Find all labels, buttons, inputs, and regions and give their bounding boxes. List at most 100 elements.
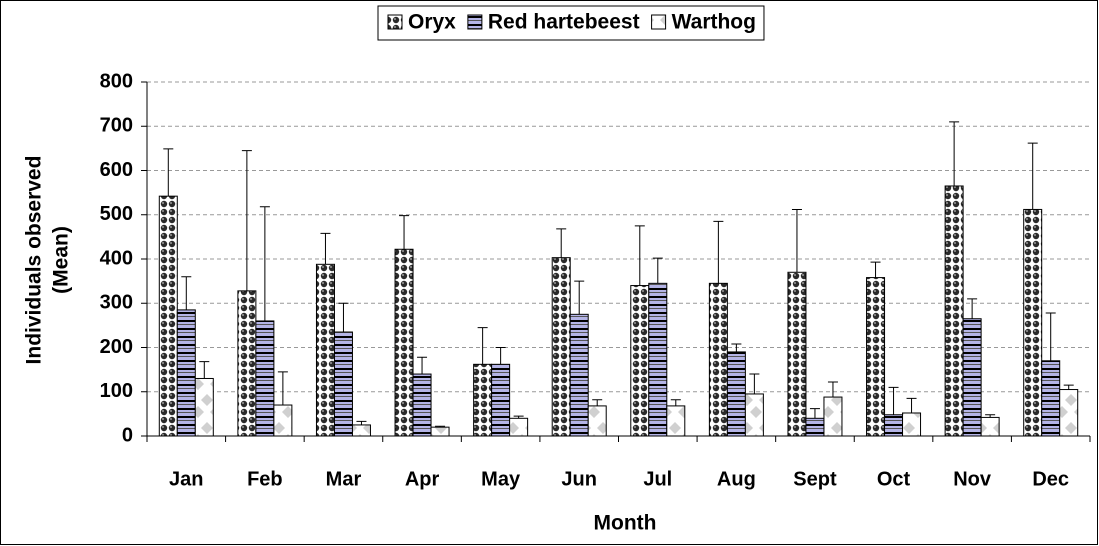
- error-bar: [477, 327, 488, 365]
- bar: [944, 185, 964, 437]
- error-bar: [791, 208, 802, 273]
- legend-swatch: [651, 14, 667, 30]
- x-axis-title: Month: [594, 512, 657, 535]
- error-bar: [574, 280, 585, 315]
- bar: [962, 318, 982, 437]
- x-tick-label: Aug: [717, 468, 756, 490]
- y-tick-label: 200: [100, 336, 133, 358]
- x-tick-label: Sept: [793, 468, 837, 490]
- error-bar: [320, 232, 331, 265]
- bar: [473, 363, 493, 437]
- x-tick-label: Jan: [169, 468, 203, 490]
- bar: [551, 257, 571, 437]
- x-tick-label: Oct: [877, 468, 911, 490]
- legend-label: Oryx: [408, 11, 456, 34]
- error-bar: [634, 225, 645, 286]
- x-tick-label: May: [481, 468, 521, 490]
- bar: [805, 417, 825, 437]
- x-tick-label: Jun: [561, 468, 597, 490]
- bar: [902, 412, 922, 437]
- bar: [787, 271, 807, 437]
- error-bar: [1027, 142, 1038, 210]
- bar: [980, 416, 1000, 437]
- error-bar: [888, 386, 899, 415]
- bar: [587, 405, 607, 437]
- error-bar: [513, 415, 524, 419]
- error-bar: [713, 220, 724, 284]
- error-bar: [338, 302, 349, 333]
- bar: [866, 277, 886, 437]
- error-bar: [241, 150, 252, 291]
- y-axis-title: (Mean): [50, 226, 73, 294]
- error-bar: [417, 356, 428, 375]
- y-tick-label: 800: [100, 70, 133, 92]
- error-bar: [399, 215, 410, 250]
- error-bar: [985, 414, 996, 418]
- y-axis-title: Individuals observed: [23, 156, 46, 365]
- bar: [430, 426, 450, 437]
- error-bar: [1045, 312, 1056, 361]
- error-bar: [949, 121, 960, 186]
- error-bar: [749, 373, 760, 394]
- y-tick-label: 400: [100, 247, 133, 269]
- bar: [569, 313, 589, 437]
- error-bar: [870, 261, 881, 278]
- bar: [1041, 360, 1061, 437]
- error-bar: [592, 399, 603, 406]
- error-bar: [556, 228, 567, 258]
- bar: [412, 373, 432, 437]
- error-bar: [199, 361, 210, 379]
- error-bar: [356, 420, 367, 425]
- bar: [823, 396, 843, 437]
- y-tick-label: 300: [100, 292, 133, 314]
- error-bar: [967, 298, 978, 319]
- bar: [315, 263, 335, 437]
- x-tick-label: Jul: [643, 468, 672, 490]
- bar: [1059, 389, 1079, 437]
- bar: [648, 282, 668, 437]
- bar: [394, 248, 414, 437]
- bar: [351, 424, 371, 437]
- y-tick-label: 0: [122, 424, 133, 446]
- error-bar: [435, 425, 446, 428]
- bar: [630, 285, 650, 437]
- y-tick-label: 600: [100, 159, 133, 181]
- y-tick-label: 700: [100, 115, 133, 137]
- bar: [744, 393, 764, 437]
- bar: [726, 351, 746, 437]
- y-tick-label: 500: [100, 203, 133, 225]
- y-tick-label: 100: [100, 380, 133, 402]
- error-bar: [906, 397, 917, 413]
- error-bar: [731, 343, 742, 352]
- error-bar: [277, 371, 288, 406]
- legend-box: [377, 5, 765, 41]
- x-tick-label: Mar: [326, 468, 362, 490]
- legend-swatch: [467, 14, 483, 30]
- bar: [884, 414, 904, 437]
- error-bar: [1063, 384, 1074, 390]
- bar: [333, 331, 353, 437]
- x-tick-label: Feb: [247, 468, 283, 490]
- legend: Oryx Red hartebeest Warthog: [377, 5, 765, 41]
- x-tick-label: Apr: [405, 468, 440, 490]
- error-bar: [495, 347, 506, 365]
- bar: [1023, 208, 1043, 437]
- x-tick-label: Dec: [1032, 468, 1069, 490]
- legend-label: Warthog: [672, 11, 756, 34]
- error-bar: [163, 148, 174, 197]
- error-bar: [652, 257, 663, 284]
- bar: [194, 377, 214, 437]
- error-bar: [181, 276, 192, 310]
- bar: [176, 309, 196, 437]
- bar: [158, 195, 178, 437]
- bar: [273, 404, 293, 437]
- legend-swatch: [387, 14, 403, 30]
- bar: [666, 405, 686, 437]
- error-bar: [670, 399, 681, 406]
- error-bar: [809, 408, 820, 419]
- error-bar: [827, 381, 838, 398]
- bar: [491, 363, 511, 437]
- error-bar: [259, 206, 270, 321]
